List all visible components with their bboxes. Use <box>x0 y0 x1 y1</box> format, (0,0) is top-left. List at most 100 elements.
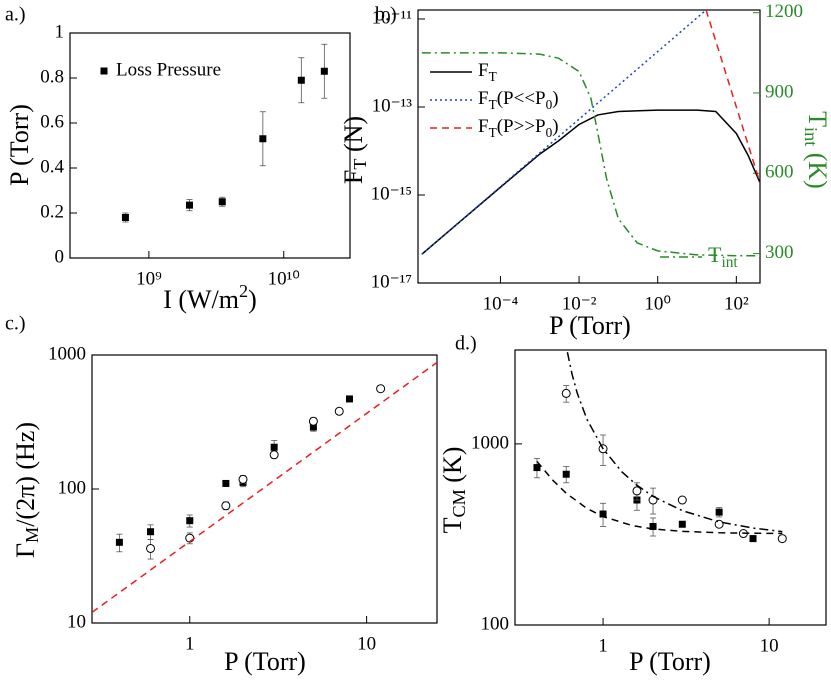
text-part: int <box>721 254 738 271</box>
text-part: /(2π) (Hz) <box>11 422 40 527</box>
series-line <box>421 10 707 255</box>
legend-entry: FT(P<<P0) <box>430 88 559 112</box>
square-marker <box>270 443 278 451</box>
y-tick-label: 10⁻¹⁷ <box>371 271 412 292</box>
y-tick-label: 100 <box>481 613 510 634</box>
text-part: ) <box>552 88 558 109</box>
text-part: F <box>478 116 489 137</box>
square-marker <box>259 135 267 143</box>
legend-label: Loss Pressure <box>116 59 221 80</box>
plot-frame <box>69 32 351 259</box>
series <box>421 109 760 255</box>
series <box>115 395 353 553</box>
x-axis-title: P (Torr) <box>629 647 711 676</box>
circle-marker <box>777 534 787 544</box>
y-axis-title: TCM (K) <box>438 447 469 534</box>
series <box>533 458 757 543</box>
x-tick-label: 10 <box>357 633 376 654</box>
circle-marker <box>308 416 318 426</box>
series-line <box>421 52 760 257</box>
series <box>561 385 787 544</box>
circle-marker <box>561 388 571 398</box>
y-tick-label: 1000 <box>471 432 509 453</box>
plot-frame <box>514 349 827 626</box>
series-line <box>566 352 783 533</box>
y2-tick-label: 600 <box>765 162 794 183</box>
text-part: T <box>708 242 722 267</box>
y-tick-label: 0.8 <box>40 66 64 87</box>
text-part: T <box>438 517 467 533</box>
square-marker <box>320 67 328 75</box>
x-tick-label: 10⁹ <box>136 268 162 289</box>
y-tick-label: 1000 <box>48 343 86 364</box>
panel-label: d.) <box>455 333 477 355</box>
text-part: int <box>801 127 821 146</box>
y-tick-label: 0.2 <box>40 201 64 222</box>
square-marker <box>121 214 129 221</box>
text-part: ) <box>552 116 558 137</box>
text-part: (N) <box>339 116 368 159</box>
series-line <box>536 460 783 535</box>
text-part: T <box>803 111 831 127</box>
text-part: 0 <box>546 97 553 112</box>
y-axis-title: ΓM/(2π) (Hz) <box>11 422 42 558</box>
y-tick-label: 0 <box>55 246 65 267</box>
x-tick-label: 10² <box>724 293 749 314</box>
square-marker <box>186 517 194 525</box>
panel: a.) 10⁹ 10¹⁰ 0 0.2 0.4 0.6 0.8 1 I (W/m2) P (Torr)… <box>5 4 351 314</box>
y-axis-title: P (Torr) <box>5 104 34 186</box>
circle-marker <box>376 384 386 394</box>
text-part: Γ <box>11 543 40 558</box>
circle-marker <box>714 519 724 529</box>
series <box>536 460 783 535</box>
square-marker <box>222 479 230 487</box>
circle-marker <box>146 543 156 553</box>
series <box>421 52 760 257</box>
panel-label: b.) <box>375 4 397 26</box>
square-marker <box>562 470 570 478</box>
legend-entry: FT(P>>P0) <box>430 116 559 140</box>
square-marker <box>147 528 155 536</box>
x-axis-title: I (W/m2) <box>163 281 257 314</box>
series <box>421 10 707 255</box>
square-marker <box>100 67 108 75</box>
text-part: F <box>478 88 489 109</box>
text-part: T <box>489 125 497 140</box>
square-marker <box>218 198 226 206</box>
y-tick-label: 10⁻¹¹ <box>372 7 413 28</box>
circle-marker <box>334 406 344 416</box>
text-part: T <box>489 97 497 112</box>
legend-entry: FT <box>430 60 497 84</box>
text-part: F <box>339 170 368 184</box>
square-marker <box>115 538 123 546</box>
panel: b.) 10⁻⁴ 10⁻² 10⁰ 10² 10⁻¹⁷ 10⁻¹⁵ 10⁻¹³ 10⁻¹¹ 300… <box>339 1 831 340</box>
circle-marker <box>221 501 231 511</box>
x-tick-label: 1 <box>185 633 195 654</box>
panel-label: c.) <box>5 313 26 335</box>
y-tick-label: 0.4 <box>40 156 64 177</box>
legend-label: FT(P<<P0) <box>478 88 559 112</box>
y-axis-title: FT (N) <box>339 116 370 184</box>
series <box>146 384 386 560</box>
text-part: 2 <box>239 281 248 301</box>
y-tick-label: 1 <box>55 21 65 42</box>
panel: d.) 1 10 100 1000 P (Torr) TCM (K) <box>438 333 827 676</box>
square-marker <box>649 522 657 530</box>
y2-tick-label: 900 <box>765 81 794 102</box>
y-tick-label: 100 <box>58 477 87 498</box>
text-part: T <box>350 159 370 170</box>
text-part: 0 <box>546 125 553 140</box>
x-tick-label: 10¹⁰ <box>268 268 300 289</box>
x-tick-label: 1 <box>598 635 608 656</box>
series-line <box>92 361 437 613</box>
legend-label: Tint <box>708 242 738 270</box>
x-axis-title: P (Torr) <box>549 311 631 340</box>
square-marker <box>533 464 541 472</box>
circle-marker <box>677 495 687 505</box>
plot-frame <box>417 9 761 284</box>
text-part: M <box>22 527 42 543</box>
square-marker <box>297 76 305 84</box>
plot-frame <box>91 354 438 624</box>
y2-tick-label: 300 <box>765 242 794 263</box>
